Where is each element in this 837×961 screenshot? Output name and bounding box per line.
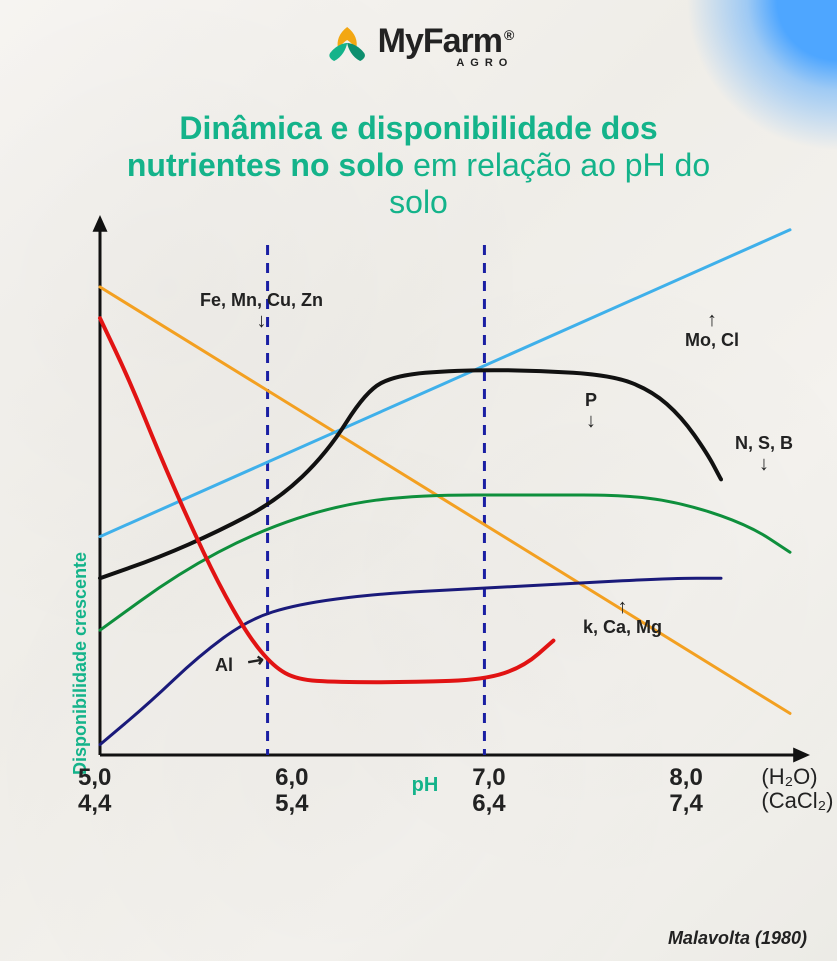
x-tick: 8,07,4 bbox=[669, 765, 702, 818]
logo: MyFarm® AGRO bbox=[324, 22, 514, 69]
title-rest: em relação ao pH do solo bbox=[389, 147, 710, 220]
logo-reg: ® bbox=[504, 27, 513, 43]
logo-text: MyFarm® AGRO bbox=[378, 22, 514, 69]
x-tick: 5,04,4 bbox=[78, 765, 111, 818]
source-credit: Malavolta (1980) bbox=[668, 928, 807, 949]
x-tick-units: (H₂O)(CaCl₂) bbox=[761, 765, 833, 813]
nutrient-chart: Disponibilidade crescente Fe, Mn, Cu, Zn… bbox=[45, 235, 805, 835]
series-label-kcamg: ↑k, Ca, Mg bbox=[583, 597, 662, 638]
logo-leaf-icon bbox=[324, 23, 370, 69]
series-p bbox=[100, 370, 721, 578]
logo-brand: MyFarm bbox=[378, 22, 502, 60]
series-mo bbox=[100, 230, 790, 537]
series-label-mo: ↑Mo, Cl bbox=[685, 310, 739, 351]
x-tick: 6,05,4 bbox=[275, 765, 308, 818]
chart-title: Dinâmica e disponibilidade dos nutriente… bbox=[99, 110, 739, 220]
series-label-nsb: N, S, B↓ bbox=[735, 433, 793, 474]
series-label-fe: Fe, Mn, Cu, Zn↓ bbox=[200, 290, 323, 331]
x-tick: 7,06,4 bbox=[472, 765, 505, 818]
x-axis-label: pH bbox=[412, 774, 439, 797]
series-label-al: Al↗ bbox=[215, 655, 250, 676]
y-axis-label: Disponibilidade crescente bbox=[70, 552, 91, 775]
series-nsb bbox=[100, 495, 790, 630]
series-label-p: P↓ bbox=[585, 390, 597, 431]
